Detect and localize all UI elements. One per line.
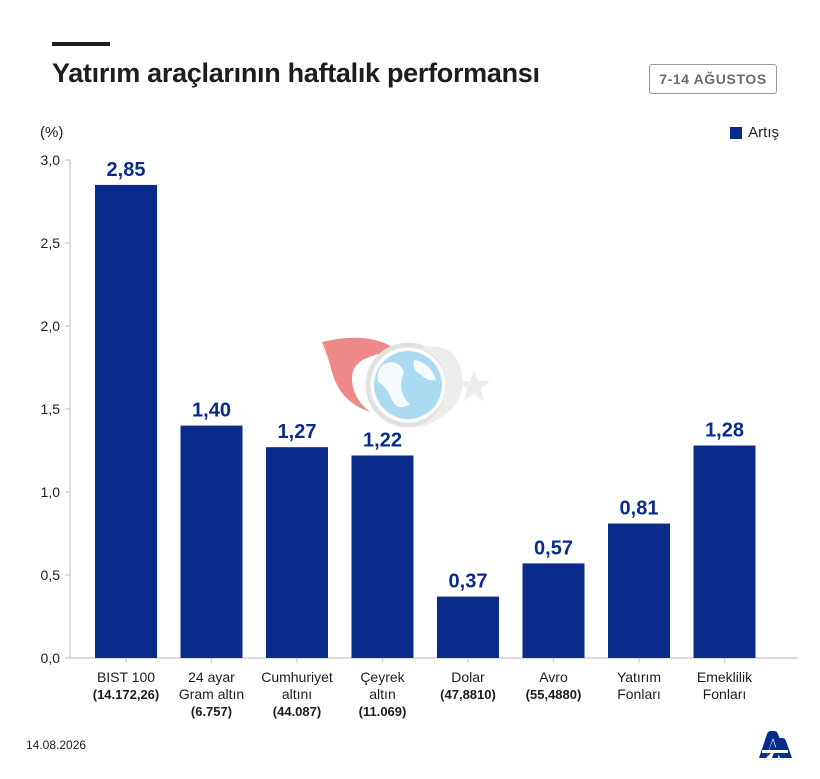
bar-value-label: 1,28 <box>705 420 744 442</box>
bar <box>608 523 670 658</box>
x-category-label: (47,8810) <box>440 687 496 702</box>
bar-value-label: 1,27 <box>278 421 317 443</box>
bar <box>266 447 328 658</box>
x-category-label: altını <box>282 686 312 702</box>
x-category-label: Yatırım <box>617 669 661 685</box>
y-tick-label: 0,5 <box>41 567 61 583</box>
legend-label: Artış <box>748 124 779 141</box>
bar-value-label: 0,37 <box>449 571 488 593</box>
bar-value-label: 1,22 <box>363 429 402 451</box>
y-tick-label: 2,0 <box>41 318 61 334</box>
aa-globe-watermark <box>322 337 490 428</box>
x-category-label: 24 ayar <box>188 669 235 685</box>
bar <box>180 425 243 658</box>
bar <box>693 445 756 658</box>
bar <box>522 563 585 658</box>
bar-value-label: 1,40 <box>192 400 231 422</box>
x-category-label: (14.172,26) <box>93 687 160 702</box>
x-category-label: altın <box>369 686 395 702</box>
x-category-label: (55,4880) <box>526 687 582 702</box>
x-category-label: (6.757) <box>191 704 232 719</box>
bar-value-label: 0,57 <box>534 537 573 559</box>
x-category-label: Fonları <box>703 686 747 702</box>
x-category-label: Avro <box>539 669 568 685</box>
x-category-label: Fonları <box>617 686 661 702</box>
bar <box>437 596 499 658</box>
legend: Artış <box>730 124 779 141</box>
date-range-badge: 7-14 AĞUSTOS <box>649 64 777 94</box>
chart-title: Yatırım araçlarının haftalık performansı <box>52 58 540 88</box>
y-axis-unit-label: (%) <box>40 124 64 141</box>
y-tick-label: 2,5 <box>41 235 61 251</box>
bar-value-label: 2,85 <box>107 159 146 181</box>
bar <box>95 184 157 658</box>
x-category-label: Cumhuriyet <box>261 669 333 685</box>
legend-swatch <box>730 126 743 139</box>
x-category-label: (11.069) <box>359 704 407 719</box>
x-category-label: Gram altın <box>179 686 244 702</box>
title-accent-rule <box>52 42 110 46</box>
x-category-label: Çeyrek <box>360 669 405 685</box>
footer-date: 14.08.2026 <box>26 738 87 752</box>
x-category-label: Dolar <box>451 669 485 685</box>
x-category-label: (44.087) <box>273 704 321 719</box>
y-tick-label: 1,5 <box>41 401 61 417</box>
bar <box>351 455 414 658</box>
y-tick-label: 3,0 <box>41 152 61 168</box>
y-tick-label: 1,0 <box>41 484 61 500</box>
bar-value-label: 0,81 <box>620 498 659 520</box>
x-category-label: BIST 100 <box>97 669 155 685</box>
y-tick-label: 0,0 <box>41 650 61 666</box>
x-category-label: Emeklilik <box>697 669 753 685</box>
aa-logo-icon <box>759 731 792 758</box>
